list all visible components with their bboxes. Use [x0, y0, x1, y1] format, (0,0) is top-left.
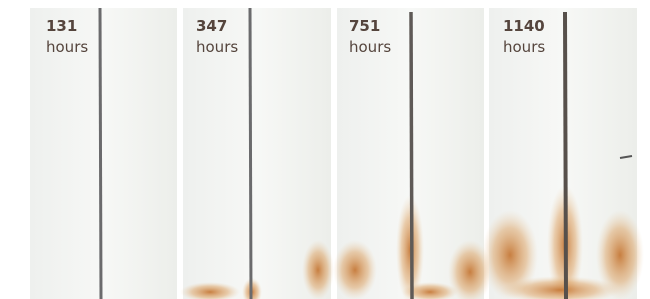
photo-strip: 131 hours 347 hours 751 hours 1140 hours — [0, 0, 650, 299]
hours-unit: hours — [503, 38, 545, 56]
panel: 1140 hours — [482, 8, 644, 299]
hours-value: 751 — [349, 17, 380, 35]
panel: 131 hours — [30, 8, 177, 299]
hours-value: 131 — [46, 17, 77, 35]
rust — [302, 240, 334, 299]
hours-unit: hours — [196, 38, 238, 56]
scribe-line — [565, 12, 566, 299]
hours-unit: hours — [46, 38, 88, 56]
scribe-line — [100, 8, 101, 299]
page: 131 hours 347 hours 751 hours 1140 hours… — [0, 0, 650, 299]
hours-value: 347 — [196, 17, 227, 35]
hours-value: 1140 — [503, 17, 545, 35]
scribe-line — [250, 8, 251, 299]
panel: 347 hours — [180, 8, 334, 299]
scribe-line — [411, 12, 412, 299]
hours-unit: hours — [349, 38, 391, 56]
panel: 751 hours — [333, 8, 492, 299]
rust — [333, 240, 377, 299]
